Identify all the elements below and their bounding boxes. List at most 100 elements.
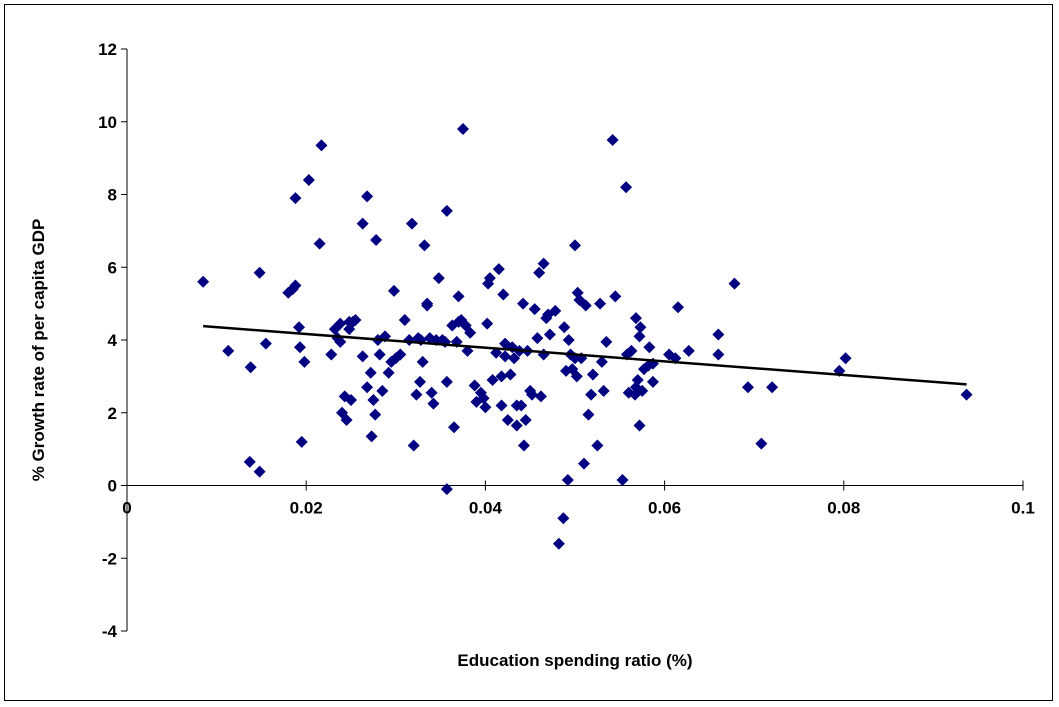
data-point [499, 350, 512, 363]
data-point [839, 352, 852, 365]
data-point [315, 139, 328, 152]
y-tick-label: 4 [108, 331, 118, 350]
data-point [525, 388, 538, 401]
data-point [388, 284, 401, 297]
data-point [369, 408, 382, 421]
data-point [427, 397, 440, 410]
data-point [293, 321, 306, 334]
data-point [515, 399, 528, 412]
data-point [464, 326, 477, 339]
y-tick-label: 8 [108, 186, 117, 205]
data-point [609, 290, 622, 303]
data-point [425, 386, 438, 399]
trendline [203, 324, 967, 386]
data-point [468, 379, 481, 392]
data-point [741, 381, 754, 394]
data-point [682, 344, 695, 357]
data-point [413, 375, 426, 388]
data-point [537, 348, 550, 361]
data-point [633, 419, 646, 432]
data-point [625, 344, 638, 357]
data-point [600, 335, 613, 348]
data-point [418, 239, 431, 252]
x-tick-label: 0.02 [290, 499, 323, 518]
data-point [334, 335, 347, 348]
axes [126, 49, 1023, 631]
x-tick-label: 0.08 [827, 499, 860, 518]
data-point [594, 297, 607, 310]
data-point [293, 341, 306, 354]
x-tick-label: 0.1 [1011, 499, 1035, 518]
data-point [517, 439, 530, 452]
data-point [508, 352, 521, 365]
data-point [295, 435, 308, 448]
data-point [595, 355, 608, 368]
data-point [405, 217, 418, 230]
data-point [394, 348, 407, 361]
data-point [569, 239, 581, 252]
data-point [440, 204, 453, 217]
data-point [646, 375, 659, 388]
data-point [289, 192, 302, 205]
data-point [631, 374, 644, 387]
data-point [492, 263, 505, 276]
data-point [549, 304, 562, 317]
data-point [585, 388, 598, 401]
data-point [356, 217, 369, 230]
trendline-group [203, 324, 967, 386]
data-point [243, 455, 256, 468]
data-point [562, 334, 575, 346]
data-point [634, 321, 647, 334]
data-point [364, 366, 377, 379]
data-point [361, 190, 374, 203]
data-point [349, 313, 362, 326]
x-tick-label: 0.04 [469, 499, 503, 518]
data-point [597, 384, 610, 397]
data-point [244, 361, 257, 374]
data-point [643, 341, 656, 354]
data-point [616, 474, 629, 487]
y-tick-label: 0 [108, 477, 117, 496]
data-point [620, 181, 633, 194]
data-point [606, 133, 619, 146]
data-point [448, 421, 461, 434]
data-point [586, 368, 599, 381]
data-point [755, 437, 768, 450]
data-point [289, 279, 302, 292]
data-point [222, 344, 235, 357]
data-point [591, 439, 604, 452]
data-point [421, 297, 434, 310]
data-point [432, 272, 445, 285]
data-point [528, 303, 541, 316]
data-point [477, 392, 490, 405]
data-point [382, 366, 395, 379]
data-point [537, 257, 550, 270]
data-point [440, 375, 453, 388]
data-point [197, 275, 210, 288]
data-point [365, 430, 378, 443]
data-point [517, 297, 530, 310]
data-point [334, 317, 347, 330]
data-point [481, 317, 494, 330]
data-point [398, 313, 411, 326]
data-point [510, 419, 523, 432]
data-point [629, 312, 642, 325]
data-point [558, 321, 571, 334]
data-point [407, 439, 420, 452]
y-tick-label: 6 [108, 258, 117, 277]
data-point [486, 374, 499, 387]
x-axis-title: Education spending ratio (%) [457, 651, 692, 670]
data-point [325, 348, 338, 361]
data-point [552, 537, 565, 550]
data-point [376, 384, 389, 397]
x-axis-ticks: 0 0.02 0.04 0.06 0.08 0.1 [122, 480, 1035, 518]
data-point [253, 266, 266, 279]
y-tick-label: 10 [98, 113, 117, 132]
data-point [440, 483, 453, 496]
data-point [766, 381, 779, 394]
data-point [356, 350, 369, 363]
x-tick-label: 0 [122, 499, 131, 518]
data-point [534, 390, 547, 403]
data-point [298, 355, 311, 368]
